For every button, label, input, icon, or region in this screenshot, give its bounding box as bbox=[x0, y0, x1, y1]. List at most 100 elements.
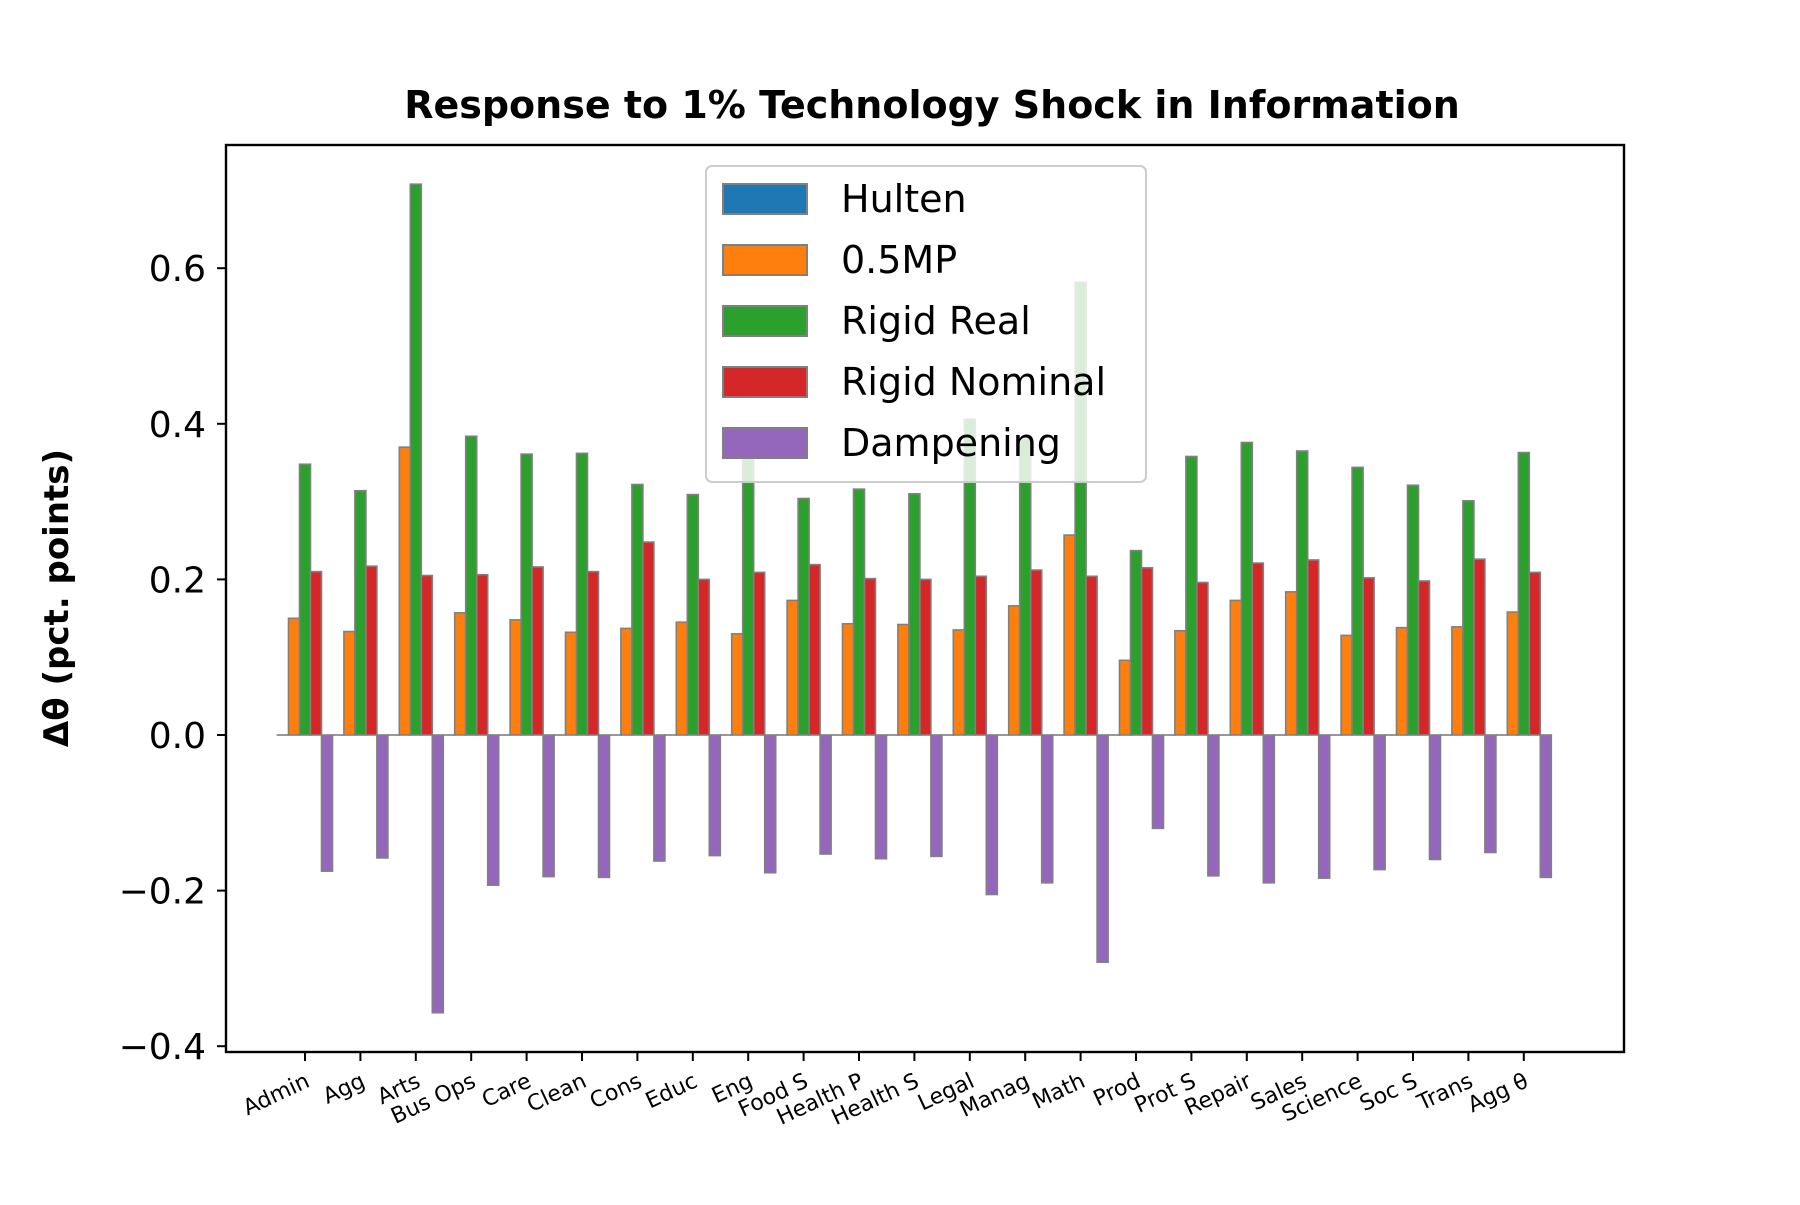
bar-rigid-nominal-arts bbox=[421, 576, 432, 735]
bar-dampening-cons bbox=[654, 735, 665, 861]
bar-rigid-nominal-care bbox=[532, 567, 543, 735]
bar-0-5mp-cons bbox=[621, 628, 632, 735]
legend-swatch-rigid-nominal bbox=[723, 367, 807, 397]
bar-0-5mp-admin bbox=[289, 618, 300, 735]
legend-label-rigid-real: Rigid Real bbox=[841, 299, 1031, 343]
y-tick-label: 0.6 bbox=[149, 249, 206, 290]
y-tick-label: 0.0 bbox=[149, 716, 206, 757]
bar-dampening-educ bbox=[709, 735, 720, 856]
bar-rigid-nominal-math bbox=[1086, 576, 1097, 735]
y-tick-label: −0.2 bbox=[119, 872, 206, 913]
bar-rigid-nominal-eng bbox=[754, 572, 765, 735]
bar-dampening-trans bbox=[1485, 735, 1496, 852]
bar-dampening-science bbox=[1374, 735, 1385, 870]
bar-0-5mp-repair bbox=[1230, 600, 1241, 735]
bar-rigid-real-eng bbox=[743, 459, 754, 735]
bar-dampening-eng bbox=[765, 735, 776, 873]
legend-swatch-rigid-real bbox=[723, 306, 807, 336]
bar-rigid-nominal-science bbox=[1363, 578, 1374, 735]
bar-rigid-nominal-prod bbox=[1142, 568, 1153, 735]
x-tick-label-agg: Agg θ bbox=[1464, 1069, 1532, 1118]
bar-0-5mp-math bbox=[1064, 535, 1075, 735]
y-tick-label: 0.4 bbox=[149, 405, 206, 446]
bar-dampening-legal bbox=[986, 735, 997, 894]
bar-rigid-real-arts bbox=[410, 184, 421, 735]
bar-dampening-arts bbox=[432, 735, 443, 1013]
bar-rigid-nominal-agg bbox=[1529, 572, 1540, 735]
x-tick-label-educ: Educ bbox=[642, 1069, 701, 1114]
bar-0-5mp-prod bbox=[1120, 660, 1131, 735]
bar-0-5mp-educ bbox=[676, 622, 687, 735]
bar-dampening-repair bbox=[1263, 735, 1274, 883]
bar-dampening-health-s bbox=[931, 735, 942, 856]
bar-rigid-real-care bbox=[521, 454, 532, 735]
x-tick-label-trans: Trans bbox=[1413, 1069, 1477, 1117]
legend-label-hulten: Hulten bbox=[841, 177, 967, 221]
bar-0-5mp-food-s bbox=[787, 600, 798, 735]
x-tick-label-cons: Cons bbox=[586, 1069, 646, 1115]
bar-0-5mp-prot-s bbox=[1175, 631, 1186, 735]
bar-dampening-prod bbox=[1153, 735, 1164, 828]
x-tick-label-soc-s: Soc S bbox=[1356, 1069, 1421, 1117]
bar-0-5mp-science bbox=[1341, 635, 1352, 735]
bar-0-5mp-soc-s bbox=[1397, 628, 1408, 735]
bar-dampening-care bbox=[543, 735, 554, 877]
x-tick-label-math: Math bbox=[1029, 1069, 1089, 1115]
bar-rigid-real-sales bbox=[1297, 451, 1308, 735]
bar-rigid-nominal-food-s bbox=[809, 565, 820, 735]
bar-0-5mp-health-s bbox=[898, 625, 909, 735]
legend-label-rigid-nominal: Rigid Nominal bbox=[841, 360, 1106, 404]
bar-rigid-nominal-admin bbox=[311, 572, 322, 735]
bar-rigid-nominal-agg bbox=[366, 566, 377, 735]
bar-0-5mp-eng bbox=[732, 634, 743, 735]
bar-rigid-real-health-s bbox=[909, 494, 920, 735]
bar-rigid-real-prot-s bbox=[1186, 456, 1197, 735]
bar-rigid-real-science bbox=[1352, 467, 1363, 735]
bar-0-5mp-clean bbox=[566, 632, 577, 735]
bar-rigid-nominal-legal bbox=[975, 576, 986, 735]
y-axis-label: Δθ (pct. points) bbox=[37, 449, 77, 747]
bar-dampening-soc-s bbox=[1430, 735, 1441, 859]
legend-swatch-hulten bbox=[723, 184, 807, 214]
bar-0-5mp-sales bbox=[1286, 592, 1297, 735]
bar-0-5mp-bus-ops bbox=[455, 613, 466, 735]
bar-dampening-agg bbox=[1540, 735, 1551, 877]
bar-rigid-real-cons bbox=[632, 484, 643, 735]
bar-rigid-real-agg bbox=[1518, 453, 1529, 735]
y-tick-label: 0.2 bbox=[149, 560, 206, 601]
bar-rigid-real-repair bbox=[1241, 442, 1252, 735]
bar-rigid-real-health-p bbox=[854, 489, 865, 735]
x-tick-label-clean: Clean bbox=[523, 1069, 590, 1118]
bar-0-5mp-agg bbox=[1507, 612, 1518, 735]
bar-0-5mp-legal bbox=[953, 630, 964, 735]
bar-rigid-nominal-clean bbox=[588, 572, 599, 735]
bar-0-5mp-care bbox=[510, 620, 521, 735]
bar-dampening-prot-s bbox=[1208, 735, 1219, 876]
bar-0-5mp-arts bbox=[399, 447, 410, 735]
bar-dampening-agg bbox=[377, 735, 388, 858]
bar-dampening-manag bbox=[1042, 735, 1053, 883]
bar-dampening-food-s bbox=[820, 735, 831, 854]
bar-dampening-clean bbox=[599, 735, 610, 877]
x-tick-label-agg: Agg bbox=[319, 1069, 369, 1110]
bar-rigid-nominal-trans bbox=[1474, 559, 1485, 735]
bar-rigid-nominal-educ bbox=[698, 579, 709, 735]
bar-0-5mp-manag bbox=[1009, 606, 1020, 735]
bar-rigid-real-bus-ops bbox=[466, 436, 477, 735]
bar-0-5mp-health-p bbox=[843, 624, 854, 735]
bar-rigid-real-food-s bbox=[798, 498, 809, 735]
chart-title: Response to 1% Technology Shock in Infor… bbox=[404, 83, 1460, 127]
bar-rigid-nominal-soc-s bbox=[1419, 581, 1430, 735]
bar-rigid-nominal-health-p bbox=[865, 579, 876, 735]
bar-dampening-sales bbox=[1319, 735, 1330, 878]
y-axis: −0.4−0.20.00.20.40.6 bbox=[119, 249, 226, 1068]
bar-dampening-bus-ops bbox=[488, 735, 499, 885]
bar-rigid-nominal-sales bbox=[1308, 560, 1319, 735]
bar-rigid-real-prod bbox=[1131, 551, 1142, 735]
bar-rigid-real-trans bbox=[1463, 501, 1474, 735]
legend-swatch-0-5mp bbox=[723, 245, 807, 275]
bar-dampening-health-p bbox=[876, 735, 887, 859]
bar-rigid-nominal-health-s bbox=[920, 579, 931, 735]
